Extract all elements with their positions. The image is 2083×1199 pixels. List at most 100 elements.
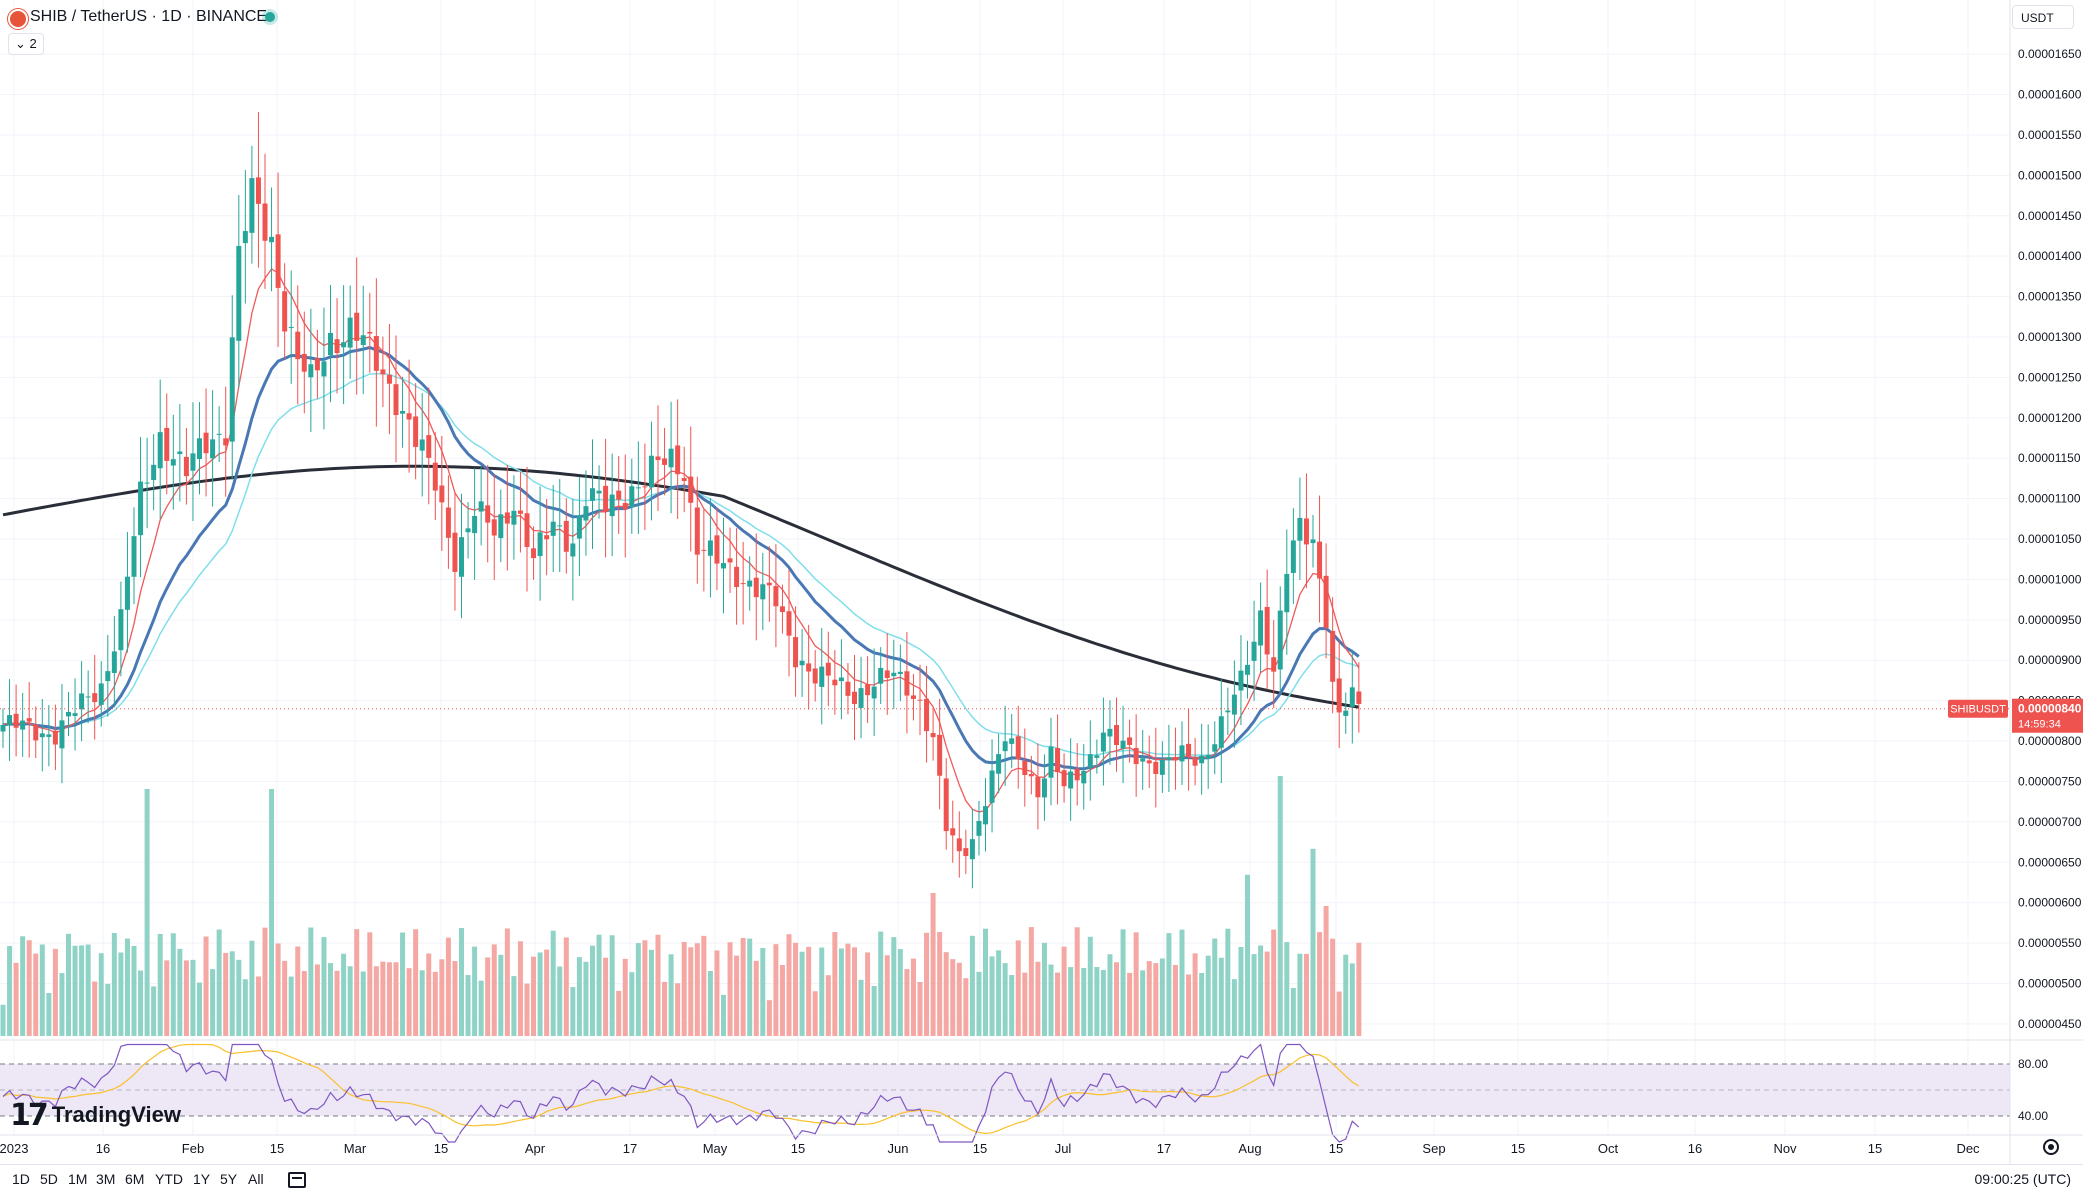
volume-bar	[511, 976, 517, 1036]
volume-bar	[393, 962, 399, 1036]
timeframe-1m[interactable]: 1M	[68, 1171, 88, 1187]
timeframe-ytd[interactable]: YTD	[155, 1171, 183, 1187]
candle-body	[1264, 606, 1270, 655]
candle-body	[524, 513, 530, 547]
volume-bar	[79, 945, 85, 1036]
candle-body	[701, 549, 707, 551]
candle-body	[996, 754, 1002, 774]
timeframe-6m[interactable]: 6M	[125, 1171, 145, 1187]
candle-body	[1179, 745, 1185, 762]
volume-bar	[1002, 963, 1008, 1036]
currency-button[interactable]: USDT	[2012, 5, 2074, 29]
candle-body	[472, 515, 478, 534]
volume-bar	[1127, 972, 1133, 1036]
volume-bar	[1140, 970, 1146, 1036]
candle-body	[1015, 736, 1021, 760]
y-tick-label: 0.00000650	[2018, 855, 2082, 869]
volume-bar	[1205, 955, 1211, 1036]
volume-bar	[0, 1004, 6, 1036]
candle-body	[26, 718, 32, 722]
candle-body	[1153, 761, 1159, 774]
volume-bar	[779, 964, 785, 1036]
volume-bar	[1323, 906, 1329, 1036]
timeframe-3m[interactable]: 3M	[96, 1171, 116, 1187]
volume-bar	[183, 960, 189, 1036]
volume-bar	[1238, 946, 1244, 1036]
volume-bar	[1087, 936, 1093, 1036]
tradingview-logo[interactable]: 17 TradingView	[10, 1098, 181, 1133]
candle-body	[937, 734, 943, 776]
moving-averages	[2, 268, 1360, 813]
candle-body	[380, 369, 386, 375]
volume-bar	[819, 947, 825, 1036]
volume-bar	[576, 957, 582, 1036]
candle-body	[1172, 757, 1178, 761]
candle-body	[229, 337, 235, 442]
volume-bar	[367, 932, 373, 1036]
candle-body	[721, 563, 726, 569]
y-tick-label: 0.00000500	[2018, 977, 2082, 991]
volume-bar	[144, 789, 150, 1036]
candle-body	[930, 733, 936, 738]
timeframe-all[interactable]: All	[248, 1171, 264, 1187]
candle-body	[1212, 744, 1218, 752]
x-tick-label: Aug	[1238, 1141, 1261, 1156]
indicators-toggle[interactable]: ⌄ 2	[8, 33, 44, 55]
volume-bar	[897, 949, 903, 1036]
volume-bar	[26, 940, 32, 1036]
candle-body	[7, 715, 13, 726]
candle-body	[622, 502, 628, 510]
volume-bar	[92, 981, 98, 1036]
symbol-title[interactable]: SHIB / TetherUS · 1D · BINANCE	[30, 8, 268, 25]
volume-bar	[439, 959, 445, 1036]
volume-bar	[1068, 967, 1074, 1036]
timeframe-1y[interactable]: 1Y	[193, 1171, 211, 1187]
volume-bar	[707, 971, 713, 1036]
candle-body	[413, 416, 419, 447]
calendar-goto-date-icon[interactable]	[288, 1172, 306, 1188]
volume-bar	[197, 982, 202, 1036]
rsi-pane: 80.00 40.00	[0, 1043, 2048, 1143]
y-tick-label: 0.00001000	[2018, 572, 2082, 586]
candle-body	[740, 583, 746, 585]
candle-body	[269, 236, 275, 243]
candle-body	[963, 848, 969, 857]
candle-body	[249, 178, 255, 233]
timeframe-5d[interactable]: 5D	[40, 1171, 58, 1187]
y-tick-label: 0.00001100	[2018, 492, 2081, 506]
volume-bar	[1186, 974, 1192, 1036]
volume-bar	[1146, 961, 1152, 1036]
candle-body	[1022, 760, 1028, 775]
volume-bar	[459, 927, 464, 1036]
utc-clock[interactable]: 09:00:25 (UTC)	[1974, 1171, 2071, 1187]
candle-body	[386, 374, 392, 384]
candle-body	[1245, 664, 1250, 675]
candle-body	[59, 720, 65, 749]
volume-bar	[236, 959, 242, 1036]
candle-body	[819, 666, 825, 687]
candle-body	[511, 510, 517, 525]
volume-bar	[891, 937, 897, 1036]
candle-body	[983, 806, 988, 825]
volume-bar	[1048, 964, 1054, 1036]
volume-bar	[1074, 927, 1080, 1036]
volume-bar	[786, 934, 792, 1036]
volume-bar	[39, 944, 45, 1036]
chart-settings-icon[interactable]	[2043, 1139, 2059, 1155]
candle-body	[1317, 541, 1323, 579]
candle-body	[255, 177, 261, 204]
volume-bar	[950, 959, 956, 1036]
volume-bar	[419, 970, 425, 1036]
candle-body	[124, 576, 130, 610]
candles	[0, 112, 1362, 889]
volume-bar	[1192, 953, 1198, 1036]
candle-body	[609, 494, 615, 517]
ma-10-line	[2, 268, 1360, 813]
timeframe-5y[interactable]: 5Y	[220, 1171, 238, 1187]
timeframe-1d[interactable]: 1D	[12, 1171, 30, 1187]
y-tick-label: 0.00001400	[2018, 249, 2082, 263]
candle-body	[838, 677, 844, 682]
candle-body	[295, 331, 301, 360]
candle-countdown: 14:59:34	[2018, 719, 2061, 731]
